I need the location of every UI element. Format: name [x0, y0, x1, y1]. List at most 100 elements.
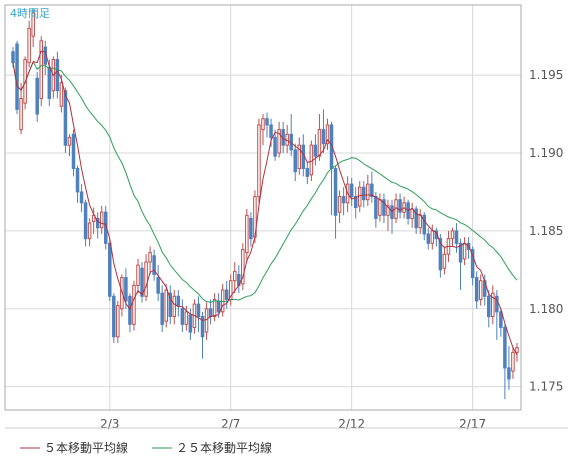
- candle-body-down: [156, 277, 160, 294]
- candle: [353, 187, 358, 219]
- candle-body-down: [305, 168, 310, 177]
- candle-body-up: [442, 253, 447, 269]
- candle-body-down: [11, 51, 15, 64]
- candle: [341, 187, 346, 216]
- ma25-line: [12, 60, 518, 303]
- candle-body-up: [87, 222, 92, 240]
- candle-body-up: [277, 129, 281, 154]
- x-tick-label: 2/3: [100, 417, 119, 431]
- candle: [349, 177, 354, 206]
- candle: [176, 290, 181, 317]
- candle-body-down: [188, 314, 193, 333]
- candle-body-up: [462, 242, 467, 260]
- candle: [499, 308, 503, 337]
- candle-body-down: [362, 186, 366, 201]
- candle-body-down: [95, 217, 100, 229]
- candle-body-down: [15, 43, 19, 110]
- candle-body-up: [212, 298, 217, 318]
- candle: [245, 209, 249, 263]
- candle-body-down: [382, 199, 386, 216]
- candle: [132, 280, 136, 331]
- candle: [478, 274, 483, 306]
- candle: [144, 254, 148, 301]
- candle-body-down: [124, 277, 128, 302]
- candle: [99, 205, 104, 234]
- candle: [212, 293, 217, 322]
- candle-body-up: [241, 249, 245, 285]
- candle-body-down: [168, 292, 173, 318]
- candle: [337, 190, 342, 224]
- plot-frame: [4, 4, 522, 411]
- candle: [366, 174, 370, 206]
- candle: [495, 290, 499, 340]
- candle: [152, 249, 156, 281]
- candle-body-down: [108, 242, 112, 297]
- candle: [224, 280, 229, 309]
- candle-body-down: [265, 118, 269, 126]
- candle-body-down: [474, 277, 479, 302]
- candle-body-up: [136, 264, 140, 286]
- candle-body-up: [172, 295, 177, 318]
- y-tick-label: 1.175: [529, 380, 563, 394]
- candle-body-up: [19, 97, 23, 131]
- candle: [422, 212, 427, 241]
- candle: [15, 40, 19, 115]
- candle-body-down: [176, 295, 181, 307]
- candle-body-up: [309, 144, 314, 176]
- candle: [200, 311, 205, 359]
- candle-body-up: [418, 214, 422, 229]
- candle-body-up: [378, 199, 382, 216]
- candle-body-down: [63, 90, 68, 146]
- candle: [470, 246, 475, 286]
- candle-body-up: [164, 289, 168, 322]
- candle: [63, 87, 68, 153]
- candle-body-down: [313, 144, 318, 157]
- candle: [249, 212, 253, 247]
- candle-body-down: [487, 295, 491, 318]
- candle-body-down: [458, 242, 463, 263]
- candle-body-down: [71, 133, 76, 170]
- candle: [108, 238, 112, 301]
- candle-body-down: [507, 367, 511, 380]
- candle-body-down: [503, 326, 507, 369]
- candle: [511, 346, 515, 379]
- candle-body-down: [224, 289, 229, 300]
- candle-body-down: [349, 183, 354, 198]
- candle: [160, 285, 164, 333]
- candle: [293, 143, 297, 182]
- y-tick-label: 1.190: [529, 146, 563, 160]
- candle-body-down: [333, 168, 338, 216]
- candle-body-up: [27, 27, 31, 64]
- candle-body-down: [75, 168, 80, 193]
- candle-body-up: [430, 230, 435, 244]
- candle-body-up: [144, 261, 148, 297]
- candle-body-down: [196, 303, 201, 318]
- candle: [79, 184, 84, 213]
- candle-body-down: [293, 149, 297, 173]
- candle: [241, 243, 245, 291]
- y-tick-label: 1.180: [529, 302, 563, 316]
- x-tick-label: 2/7: [221, 417, 240, 431]
- candle: [31, 8, 35, 48]
- candle: [321, 109, 326, 153]
- candle-body-up: [204, 308, 209, 333]
- candle-body-down: [216, 300, 221, 313]
- candle-body-up: [184, 311, 189, 325]
- candle: [325, 118, 330, 150]
- candle-body-up: [410, 208, 414, 219]
- legend-item-ma25: ２５本移動平均線: [152, 440, 272, 455]
- candle-body-down: [208, 308, 213, 318]
- candle-body-down: [83, 202, 88, 240]
- candle-body-up: [245, 214, 249, 254]
- candle-body-up: [99, 211, 104, 229]
- candle: [277, 121, 281, 158]
- candle: [426, 227, 431, 250]
- candle: [398, 193, 402, 219]
- candle: [172, 290, 177, 325]
- candle-body-down: [414, 208, 418, 229]
- candle: [148, 246, 152, 275]
- candle: [71, 129, 76, 177]
- moving-averages-group: [12, 50, 518, 356]
- candle-body-down: [495, 295, 499, 313]
- candle-body-down: [269, 124, 273, 138]
